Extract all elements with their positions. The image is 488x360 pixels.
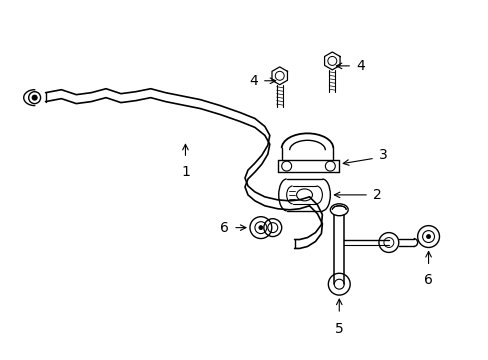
Polygon shape <box>271 67 287 85</box>
Circle shape <box>426 235 429 239</box>
Text: 6: 6 <box>220 221 229 235</box>
Circle shape <box>258 226 263 230</box>
Text: 3: 3 <box>378 148 387 162</box>
Text: 5: 5 <box>334 322 343 336</box>
Polygon shape <box>324 52 339 70</box>
Text: 6: 6 <box>423 273 432 287</box>
Circle shape <box>32 95 37 100</box>
Text: 4: 4 <box>355 59 364 73</box>
Text: 1: 1 <box>181 165 189 179</box>
Text: 4: 4 <box>249 74 257 88</box>
Text: 2: 2 <box>372 188 381 202</box>
